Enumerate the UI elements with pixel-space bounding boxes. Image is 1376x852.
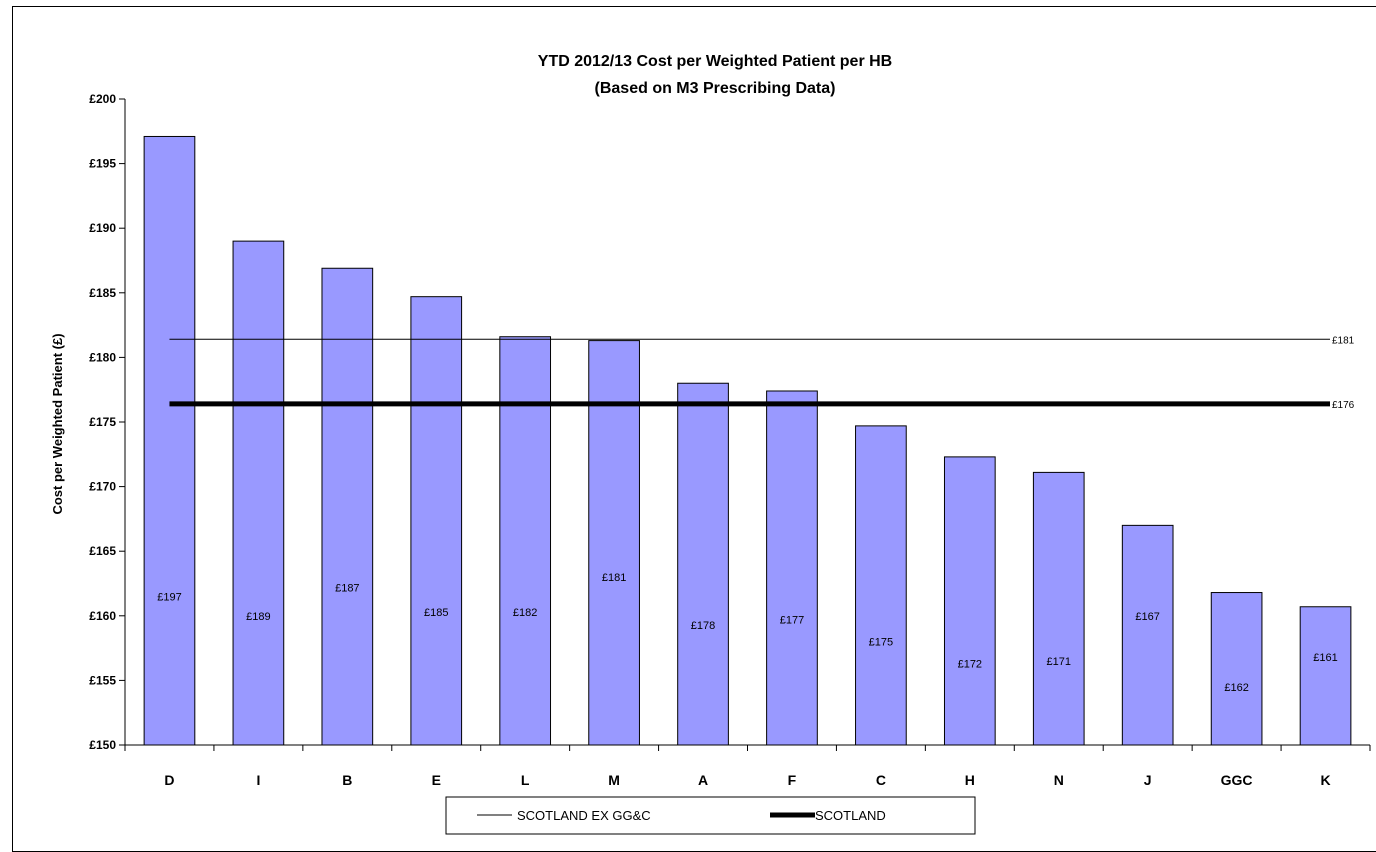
data-label: £172 — [958, 659, 982, 671]
chart-title: YTD 2012/13 Cost per Weighted Patient pe… — [538, 53, 892, 70]
x-tick-label: D — [164, 772, 174, 788]
x-tick-label: J — [1144, 772, 1152, 788]
y-tick-label: £200 — [89, 92, 116, 106]
chart-subtitle: (Based on M3 Prescribing Data) — [595, 80, 836, 97]
bar-I — [233, 241, 284, 745]
x-tick-label: M — [608, 772, 620, 788]
x-tick-label: E — [432, 772, 441, 788]
y-tick-label: £175 — [89, 415, 116, 429]
bar-E — [411, 297, 462, 745]
data-label: £178 — [691, 620, 715, 632]
data-label: £162 — [1224, 682, 1248, 694]
bar-L — [500, 337, 551, 745]
reference-line-label: £181 — [1332, 335, 1355, 346]
data-label: £177 — [780, 615, 804, 627]
data-label: £181 — [602, 572, 626, 584]
bar-GGC — [1211, 593, 1262, 745]
data-label: £175 — [869, 637, 893, 649]
y-tick-label: £170 — [89, 480, 116, 494]
y-tick-label: £190 — [89, 221, 116, 235]
y-tick-label: £155 — [89, 673, 116, 687]
bar-D — [144, 136, 195, 745]
bar-F — [767, 391, 818, 745]
y-tick-label: £150 — [89, 738, 116, 752]
x-tick-label: A — [698, 772, 708, 788]
bar-M — [589, 341, 640, 745]
bar-N — [1033, 472, 1084, 745]
x-tick-label: GGC — [1221, 772, 1253, 788]
x-tick-label: N — [1054, 772, 1064, 788]
data-label: £185 — [424, 607, 448, 619]
reference-line-label: £176 — [1332, 400, 1355, 411]
data-label: £187 — [335, 582, 359, 594]
y-tick-label: £160 — [89, 609, 116, 623]
data-label: £161 — [1313, 652, 1337, 664]
bar-K — [1300, 607, 1351, 745]
x-tick-label: I — [256, 772, 260, 788]
y-tick-label: £180 — [89, 350, 116, 364]
data-label: £182 — [513, 607, 537, 619]
x-tick-label: C — [876, 772, 886, 788]
data-label: £171 — [1047, 656, 1071, 668]
data-label: £167 — [1135, 611, 1159, 623]
x-tick-label: K — [1320, 772, 1330, 788]
data-label: £197 — [157, 591, 181, 603]
data-label: £189 — [246, 611, 270, 623]
y-tick-label: £185 — [89, 286, 116, 300]
bar-A — [678, 383, 729, 745]
bars — [144, 136, 1351, 745]
x-tick-label: H — [965, 772, 975, 788]
legend-label: SCOTLAND EX GG&C — [517, 808, 651, 823]
legend: SCOTLAND EX GG&C SCOTLAND — [446, 797, 975, 834]
y-tick-label: £195 — [89, 157, 116, 171]
x-axis-ticks: D I B E L M A F C H N J GGC K — [125, 745, 1370, 788]
y-axis-label: Cost per Weighted Patient (£) — [50, 333, 65, 514]
x-tick-label: L — [521, 772, 530, 788]
axes — [125, 99, 1370, 745]
y-axis-ticks: £150 £155 £160 £165 £170 £175 £180 £185 £190 £195… — [89, 92, 125, 752]
bar-J — [1122, 525, 1173, 745]
x-tick-label: B — [342, 772, 352, 788]
bar-C — [856, 426, 907, 745]
y-tick-label: £165 — [89, 544, 116, 558]
legend-label: SCOTLAND — [815, 808, 886, 823]
bar-H — [944, 457, 995, 745]
x-tick-label: F — [788, 772, 797, 788]
